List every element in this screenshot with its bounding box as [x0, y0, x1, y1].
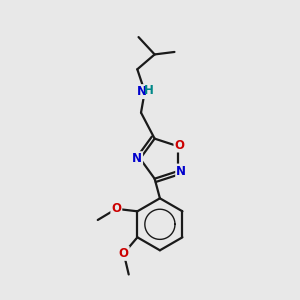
Text: O: O — [111, 202, 121, 215]
Text: O: O — [119, 247, 129, 260]
Text: N: N — [137, 85, 147, 98]
Text: O: O — [174, 139, 184, 152]
Text: N: N — [176, 164, 186, 178]
Text: N: N — [132, 152, 142, 165]
Text: H: H — [144, 84, 154, 97]
